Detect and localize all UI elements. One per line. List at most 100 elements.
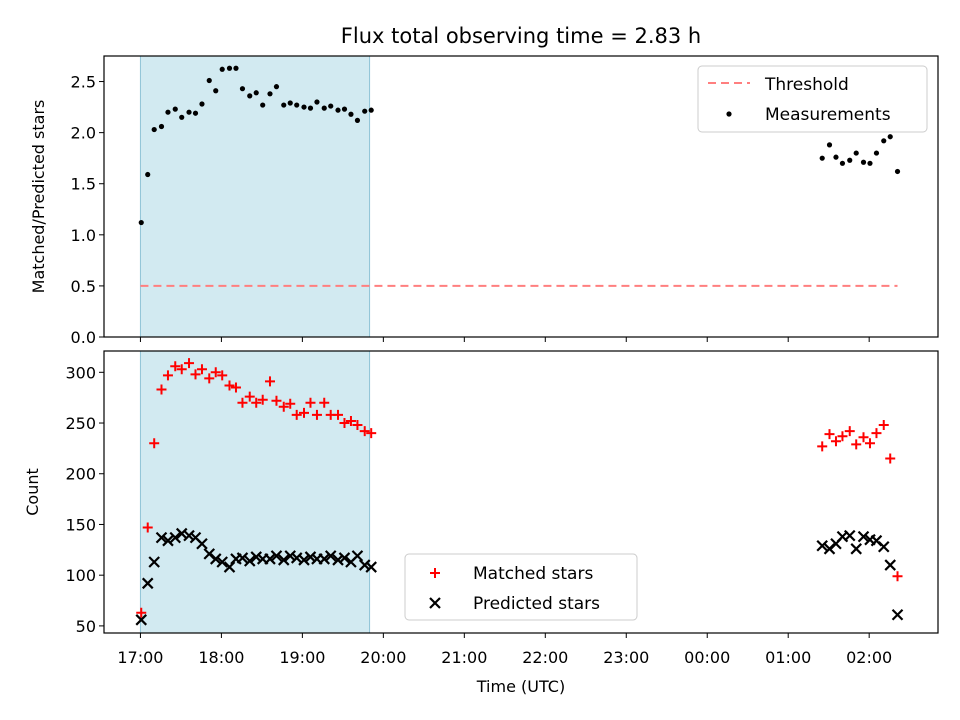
data-point	[149, 438, 160, 449]
data-point	[251, 397, 262, 408]
data-point	[264, 553, 276, 565]
data-point	[833, 154, 839, 160]
data-point	[884, 559, 897, 571]
data-point	[196, 364, 207, 375]
legend-label-predicted: Predicted stars	[473, 594, 600, 614]
data-point	[887, 134, 893, 140]
data-point	[270, 550, 283, 562]
x-tick-label: 01:00	[765, 648, 811, 667]
data-point	[273, 84, 280, 90]
data-point	[877, 540, 890, 553]
data-point	[341, 106, 348, 112]
data-point	[324, 550, 337, 562]
data-point	[359, 426, 370, 437]
data-point	[335, 107, 341, 113]
data-point	[321, 105, 327, 111]
data-point	[217, 370, 228, 381]
data-point	[192, 110, 199, 116]
y-tick-label: 250	[65, 414, 96, 433]
data-point	[892, 571, 903, 582]
data-point	[858, 432, 869, 443]
data-point	[267, 91, 273, 97]
legend-swatch-measurements	[726, 111, 732, 117]
data-point	[237, 397, 248, 408]
x-tick-label: 02:00	[846, 648, 892, 667]
data-point	[162, 370, 173, 381]
x-tick-label: 21:00	[441, 648, 487, 667]
data-point	[318, 553, 331, 565]
data-point	[253, 90, 259, 96]
data-point	[196, 537, 208, 550]
x-tick-label: 17:00	[117, 648, 163, 667]
y-tick-label: 0.5	[71, 277, 96, 296]
y-tick-label: 2.5	[71, 73, 96, 92]
data-point	[358, 559, 371, 571]
data-point	[368, 107, 374, 113]
data-point	[243, 555, 256, 567]
data-point	[891, 608, 904, 621]
data-point	[339, 418, 350, 429]
data-point	[860, 159, 867, 165]
data-point	[285, 398, 296, 409]
data-point	[857, 530, 870, 543]
data-point	[345, 415, 356, 426]
data-point	[294, 102, 300, 108]
data-point	[264, 376, 275, 387]
data-point	[179, 114, 185, 120]
data-point	[260, 102, 266, 108]
x-tick-label: 18:00	[198, 648, 244, 667]
data-point	[362, 108, 368, 114]
data-point	[257, 394, 268, 405]
chart-title: Flux total observing time = 2.83 h	[341, 24, 701, 48]
y-tick-label: 200	[65, 465, 96, 484]
legend-frame	[697, 65, 928, 133]
data-point	[291, 409, 302, 420]
data-point	[847, 157, 853, 163]
data-point	[298, 554, 310, 566]
data-point	[244, 391, 255, 402]
data-point	[328, 103, 334, 109]
data-point	[169, 531, 182, 544]
legend-swatch-matched	[430, 568, 440, 578]
data-point	[170, 361, 181, 372]
y-tick-label: 150	[65, 515, 96, 534]
y-tick-label: 1.5	[71, 175, 96, 194]
shaded-interval	[139, 55, 371, 338]
data-point	[305, 397, 316, 408]
data-point	[213, 88, 219, 94]
data-point	[304, 551, 317, 563]
data-point	[186, 109, 192, 115]
data-point	[871, 428, 882, 439]
data-point	[209, 553, 222, 565]
data-point	[155, 531, 168, 544]
data-point	[148, 556, 160, 568]
data-point	[319, 397, 330, 408]
legend-label-measurements: Measurements	[765, 105, 891, 125]
y-tick-label: 100	[65, 566, 96, 585]
data-point	[278, 401, 289, 412]
legend-label-matched: Matched stars	[473, 564, 593, 584]
data-point	[239, 86, 246, 92]
data-point	[135, 614, 148, 626]
data-point	[247, 93, 253, 99]
data-point	[142, 522, 153, 533]
y-tick-label: 0.0	[71, 328, 96, 347]
data-point	[824, 429, 835, 440]
data-point	[864, 438, 875, 449]
data-point	[837, 431, 848, 442]
data-point	[190, 369, 201, 380]
data-point	[204, 373, 215, 384]
y-axis-label: Matched/Predicted stars	[29, 100, 48, 294]
data-point	[141, 577, 154, 590]
data-point	[307, 105, 314, 111]
x-tick-label: 20:00	[360, 648, 406, 667]
data-point	[839, 160, 846, 166]
legend-swatch-predicted	[429, 597, 441, 609]
data-point	[145, 171, 151, 178]
data-point	[826, 142, 833, 148]
data-point	[301, 104, 307, 110]
x-tick-label: 19:00	[279, 648, 325, 667]
data-point	[281, 102, 287, 108]
data-point	[271, 395, 282, 406]
